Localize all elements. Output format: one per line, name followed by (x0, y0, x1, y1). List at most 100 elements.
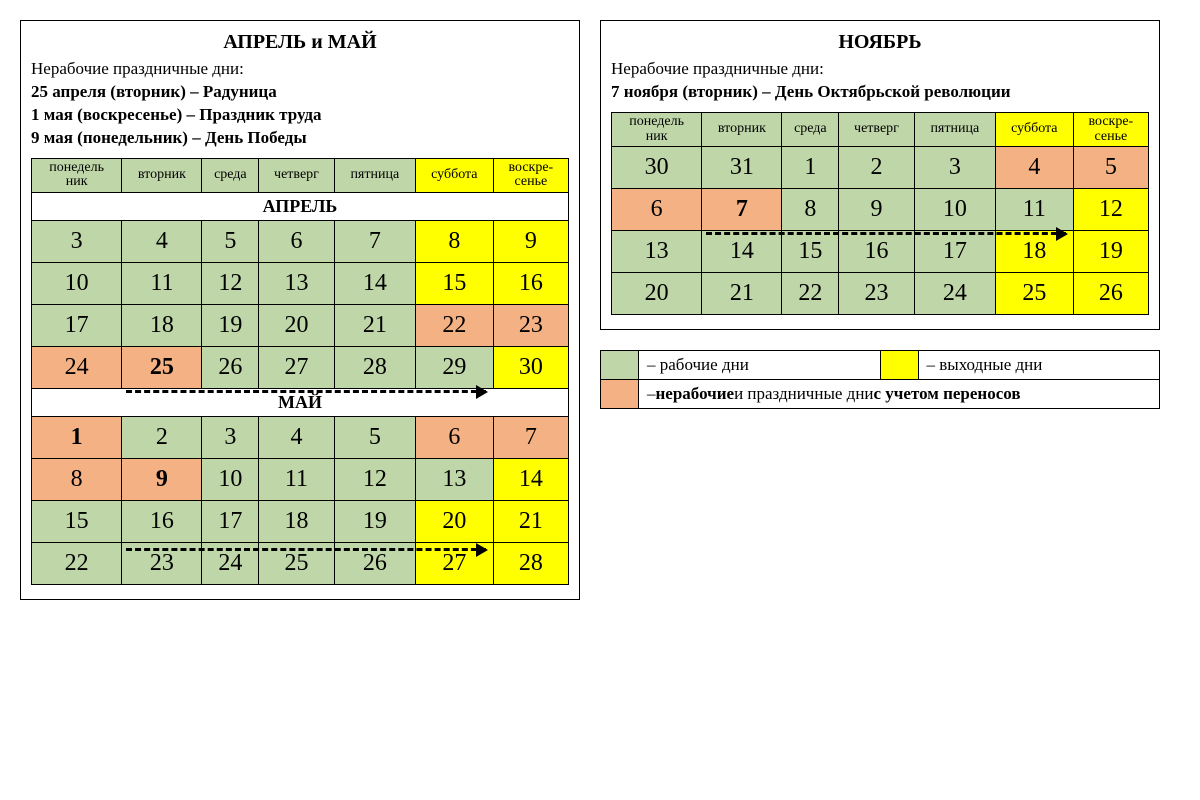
calendar-day: 6 (259, 221, 334, 263)
calendar-day: 16 (493, 263, 568, 305)
calendar-day: 13 (612, 231, 702, 273)
transfer-arrow (126, 548, 486, 551)
calendar-day: 25 (122, 347, 202, 389)
holiday-line: 25 апреля (вторник) – Радуница (31, 82, 277, 101)
calendar-day: 14 (702, 231, 782, 273)
calendar-day: 19 (1073, 231, 1148, 273)
left-calendar: понедельниквторниксредачетвергпятницасуб… (31, 158, 569, 585)
calendar-day: 1 (32, 417, 122, 459)
calendar-day: 17 (914, 231, 995, 273)
month-label: АПРЕЛЬ (32, 193, 569, 221)
calendar-day: 23 (839, 273, 914, 315)
calendar-day: 25 (995, 273, 1073, 315)
calendar-day: 22 (32, 543, 122, 585)
calendar-day: 22 (782, 273, 839, 315)
calendar-day: 28 (493, 543, 568, 585)
calendar-day: 12 (202, 263, 259, 305)
calendar-day: 8 (782, 189, 839, 231)
calendar-day: 31 (702, 147, 782, 189)
weekday-header: четверг (839, 112, 914, 146)
calendar-day: 13 (259, 263, 334, 305)
calendar-day: 5 (202, 221, 259, 263)
calendar-day: 22 (415, 305, 493, 347)
calendar-day: 24 (914, 273, 995, 315)
holiday-line: 7 ноября (вторник) – День Октябрьской ре… (611, 82, 1011, 101)
legend-row-1: – рабочие дни – выходные дни (601, 351, 1159, 379)
left-sub-lead: Нерабочие праздничные дни: (31, 59, 244, 78)
calendar-day: 10 (32, 263, 122, 305)
legend-text-workday: – рабочие дни (639, 351, 880, 379)
calendar-day: 1 (782, 147, 839, 189)
calendar-day: 4 (995, 147, 1073, 189)
calendar-day: 20 (612, 273, 702, 315)
calendar-day: 7 (702, 189, 782, 231)
calendar-day: 6 (612, 189, 702, 231)
calendar-day: 17 (32, 305, 122, 347)
calendar-day: 21 (493, 501, 568, 543)
legend-swatch-workday (601, 351, 639, 379)
calendar-day: 21 (334, 305, 415, 347)
calendar-day: 9 (122, 459, 202, 501)
calendar-day: 20 (415, 501, 493, 543)
calendar-day: 29 (415, 347, 493, 389)
calendar-day: 11 (122, 263, 202, 305)
legend-row-2: – нерабочие и праздничные дни с учетом п… (601, 379, 1159, 408)
right-subtitle: Нерабочие праздничные дни: 7 ноября (вто… (611, 58, 1149, 104)
calendar-day: 12 (334, 459, 415, 501)
calendar-day: 3 (914, 147, 995, 189)
calendar-day: 4 (122, 221, 202, 263)
weekday-header: вторник (702, 112, 782, 146)
holiday-line: 1 мая (воскресенье) – Праздник труда (31, 105, 321, 124)
calendar-day: 4 (259, 417, 334, 459)
calendar-day: 30 (493, 347, 568, 389)
weekday-header: суббота (415, 158, 493, 192)
calendar-day: 26 (1073, 273, 1148, 315)
transfer-arrow (706, 232, 1066, 235)
calendar-day: 19 (334, 501, 415, 543)
calendar-day: 14 (493, 459, 568, 501)
weekday-header: воскре-сенье (1073, 112, 1148, 146)
calendar-day: 18 (122, 305, 202, 347)
legend-swatch-weekend (881, 351, 919, 379)
calendar-day: 8 (415, 221, 493, 263)
calendar-day: 30 (612, 147, 702, 189)
left-calendar-wrap: понедельниквторниксредачетвергпятницасуб… (31, 158, 569, 585)
calendar-day: 15 (32, 501, 122, 543)
calendar-day: 14 (334, 263, 415, 305)
calendar-day: 9 (839, 189, 914, 231)
legend-swatch-holiday (601, 380, 639, 408)
left-title: АПРЕЛЬ и МАЙ (31, 31, 569, 54)
transfer-arrow (126, 390, 486, 393)
calendar-day: 20 (259, 305, 334, 347)
legend-text-holiday: – нерабочие и праздничные дни с учетом п… (639, 380, 1159, 408)
calendar-day: 26 (202, 347, 259, 389)
right-title: НОЯБРЬ (611, 31, 1149, 54)
calendar-day: 15 (415, 263, 493, 305)
calendar-day: 3 (32, 221, 122, 263)
legend-text-weekend: – выходные дни (919, 351, 1160, 379)
right-calendar: понедельниквторниксредачетвергпятницасуб… (611, 112, 1149, 315)
calendar-day: 16 (122, 501, 202, 543)
calendar-day: 23 (493, 305, 568, 347)
weekday-header: вторник (122, 158, 202, 192)
calendar-day: 16 (839, 231, 914, 273)
weekday-header: пятница (914, 112, 995, 146)
weekday-header: пятница (334, 158, 415, 192)
calendar-day: 6 (415, 417, 493, 459)
weekday-header: суббота (995, 112, 1073, 146)
right-panel: НОЯБРЬ Нерабочие праздничные дни: 7 нояб… (600, 20, 1160, 330)
weekday-header: понедельник (32, 158, 122, 192)
calendar-day: 8 (32, 459, 122, 501)
weekday-header: среда (202, 158, 259, 192)
holiday-line: 9 мая (понедельник) – День Победы (31, 128, 307, 147)
calendar-day: 11 (995, 189, 1073, 231)
calendar-day: 7 (334, 221, 415, 263)
calendar-day: 10 (202, 459, 259, 501)
weekday-header: среда (782, 112, 839, 146)
calendar-day: 18 (259, 501, 334, 543)
calendar-day: 15 (782, 231, 839, 273)
calendar-day: 21 (702, 273, 782, 315)
page-layout: АПРЕЛЬ и МАЙ Нерабочие праздничные дни: … (20, 20, 1180, 600)
weekday-header: воскре-сенье (493, 158, 568, 192)
calendar-day: 17 (202, 501, 259, 543)
